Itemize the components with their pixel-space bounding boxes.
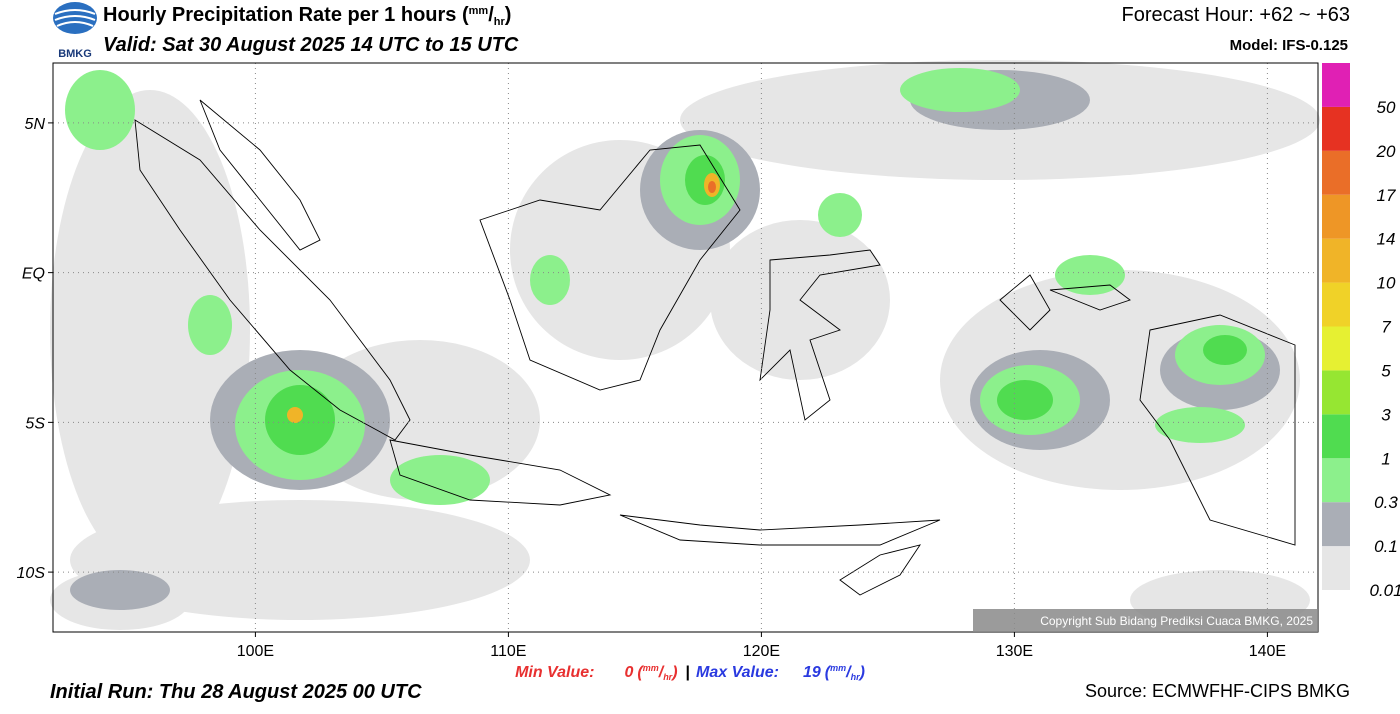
colorbar-label: 5 — [1381, 361, 1391, 380]
colorbar-label: 7 — [1381, 318, 1391, 337]
unit-open: ( — [825, 664, 832, 681]
y-tick-label: 5S — [25, 415, 45, 432]
unit-den: hr — [663, 672, 672, 682]
colorbar-label: 0.01 — [1369, 581, 1400, 600]
colorbar-segment — [1322, 414, 1350, 459]
colorbar-label: 0.3 — [1374, 493, 1398, 512]
logo: BMKG — [53, 2, 97, 60]
min-value: 0 — [624, 664, 633, 681]
x-tick-label: 100E — [237, 643, 274, 660]
colorbar-segment — [1322, 282, 1350, 327]
colorbar-segment — [1322, 150, 1350, 195]
unit-open: ( — [462, 4, 469, 26]
colorbar-segment — [1322, 502, 1350, 547]
x-tick-label: 120E — [743, 643, 780, 660]
y-tick-label: EQ — [22, 266, 45, 283]
graticule — [48, 63, 1318, 637]
colorbar: 0.01 0.1 0.3 1 3 5 7 10 14 17 20 50 — [1322, 63, 1400, 600]
colorbar-segment — [1322, 194, 1350, 239]
colorbar-label: 50 — [1377, 98, 1396, 117]
colorbar-segment — [1322, 546, 1350, 590]
colorbar-label: 14 — [1377, 230, 1396, 249]
coastlines — [134, 99, 1296, 596]
max-label: Max Value: — [696, 664, 779, 681]
colorbar-label: 1 — [1381, 449, 1390, 468]
unit-close: ) — [670, 664, 677, 681]
unit-den: hr — [851, 672, 860, 682]
colorbar-segment — [1322, 238, 1350, 283]
colorbar-label: 20 — [1376, 142, 1396, 161]
unit-sep: / — [488, 4, 494, 26]
colorbar-label: 10 — [1377, 274, 1396, 293]
copyright-box — [973, 609, 1318, 632]
y-tick-label: 5N — [25, 116, 46, 133]
unit-open: ( — [637, 664, 644, 681]
unit-sep: / — [845, 664, 852, 681]
unit-den: hr — [494, 16, 506, 28]
colorbar-label: 3 — [1381, 405, 1391, 424]
separator: | — [686, 664, 690, 681]
unit-num: mm — [830, 663, 846, 673]
model: Model: IFS-0.125 — [1230, 37, 1348, 54]
y-tick-label: 10S — [17, 565, 46, 582]
colorbar-segment — [1322, 106, 1350, 151]
source: Source: ECMWFHF-CIPS BMKG — [1085, 681, 1350, 701]
colorbar-label: 0.1 — [1374, 537, 1398, 556]
unit-close: ) — [858, 664, 865, 681]
title: Hourly Precipitation Rate per 1 hours (m… — [103, 4, 511, 28]
colorbar-segment — [1322, 63, 1350, 107]
min-label: Min Value: — [515, 664, 594, 681]
unit-num: mm — [643, 663, 659, 673]
valid-time: Valid: Sat 30 August 2025 14 UTC to 15 U… — [103, 34, 519, 56]
map-frame — [52, 62, 1319, 633]
unit-close: ) — [505, 4, 512, 26]
copyright: Copyright Sub Bidang Prediksi Cuaca BMKG… — [1040, 614, 1313, 628]
x-tick-label: 110E — [490, 643, 526, 660]
unit-num: mm — [469, 5, 489, 17]
initial-run: Initial Run: Thu 28 August 2025 00 UTC — [50, 681, 422, 703]
colorbar-segment — [1322, 458, 1350, 503]
max-value: 19 — [803, 664, 821, 681]
x-tick-label: 130E — [996, 643, 1033, 660]
unit-sep: / — [658, 664, 665, 681]
colorbar-segment — [1322, 326, 1350, 371]
colorbar-label: 17 — [1377, 186, 1396, 205]
min-max: Min Value: 0 (mm/hr) | Max Value: 19 (mm/hr) — [515, 663, 865, 682]
title-text: Hourly Precipitation Rate per 1 hours — [103, 4, 456, 26]
logo-text: BMKG — [58, 48, 92, 60]
forecast-hour: Forecast Hour: +62 ~ +63 — [1122, 4, 1350, 26]
x-tick-label: 140E — [1249, 643, 1286, 660]
colorbar-segment — [1322, 370, 1350, 415]
